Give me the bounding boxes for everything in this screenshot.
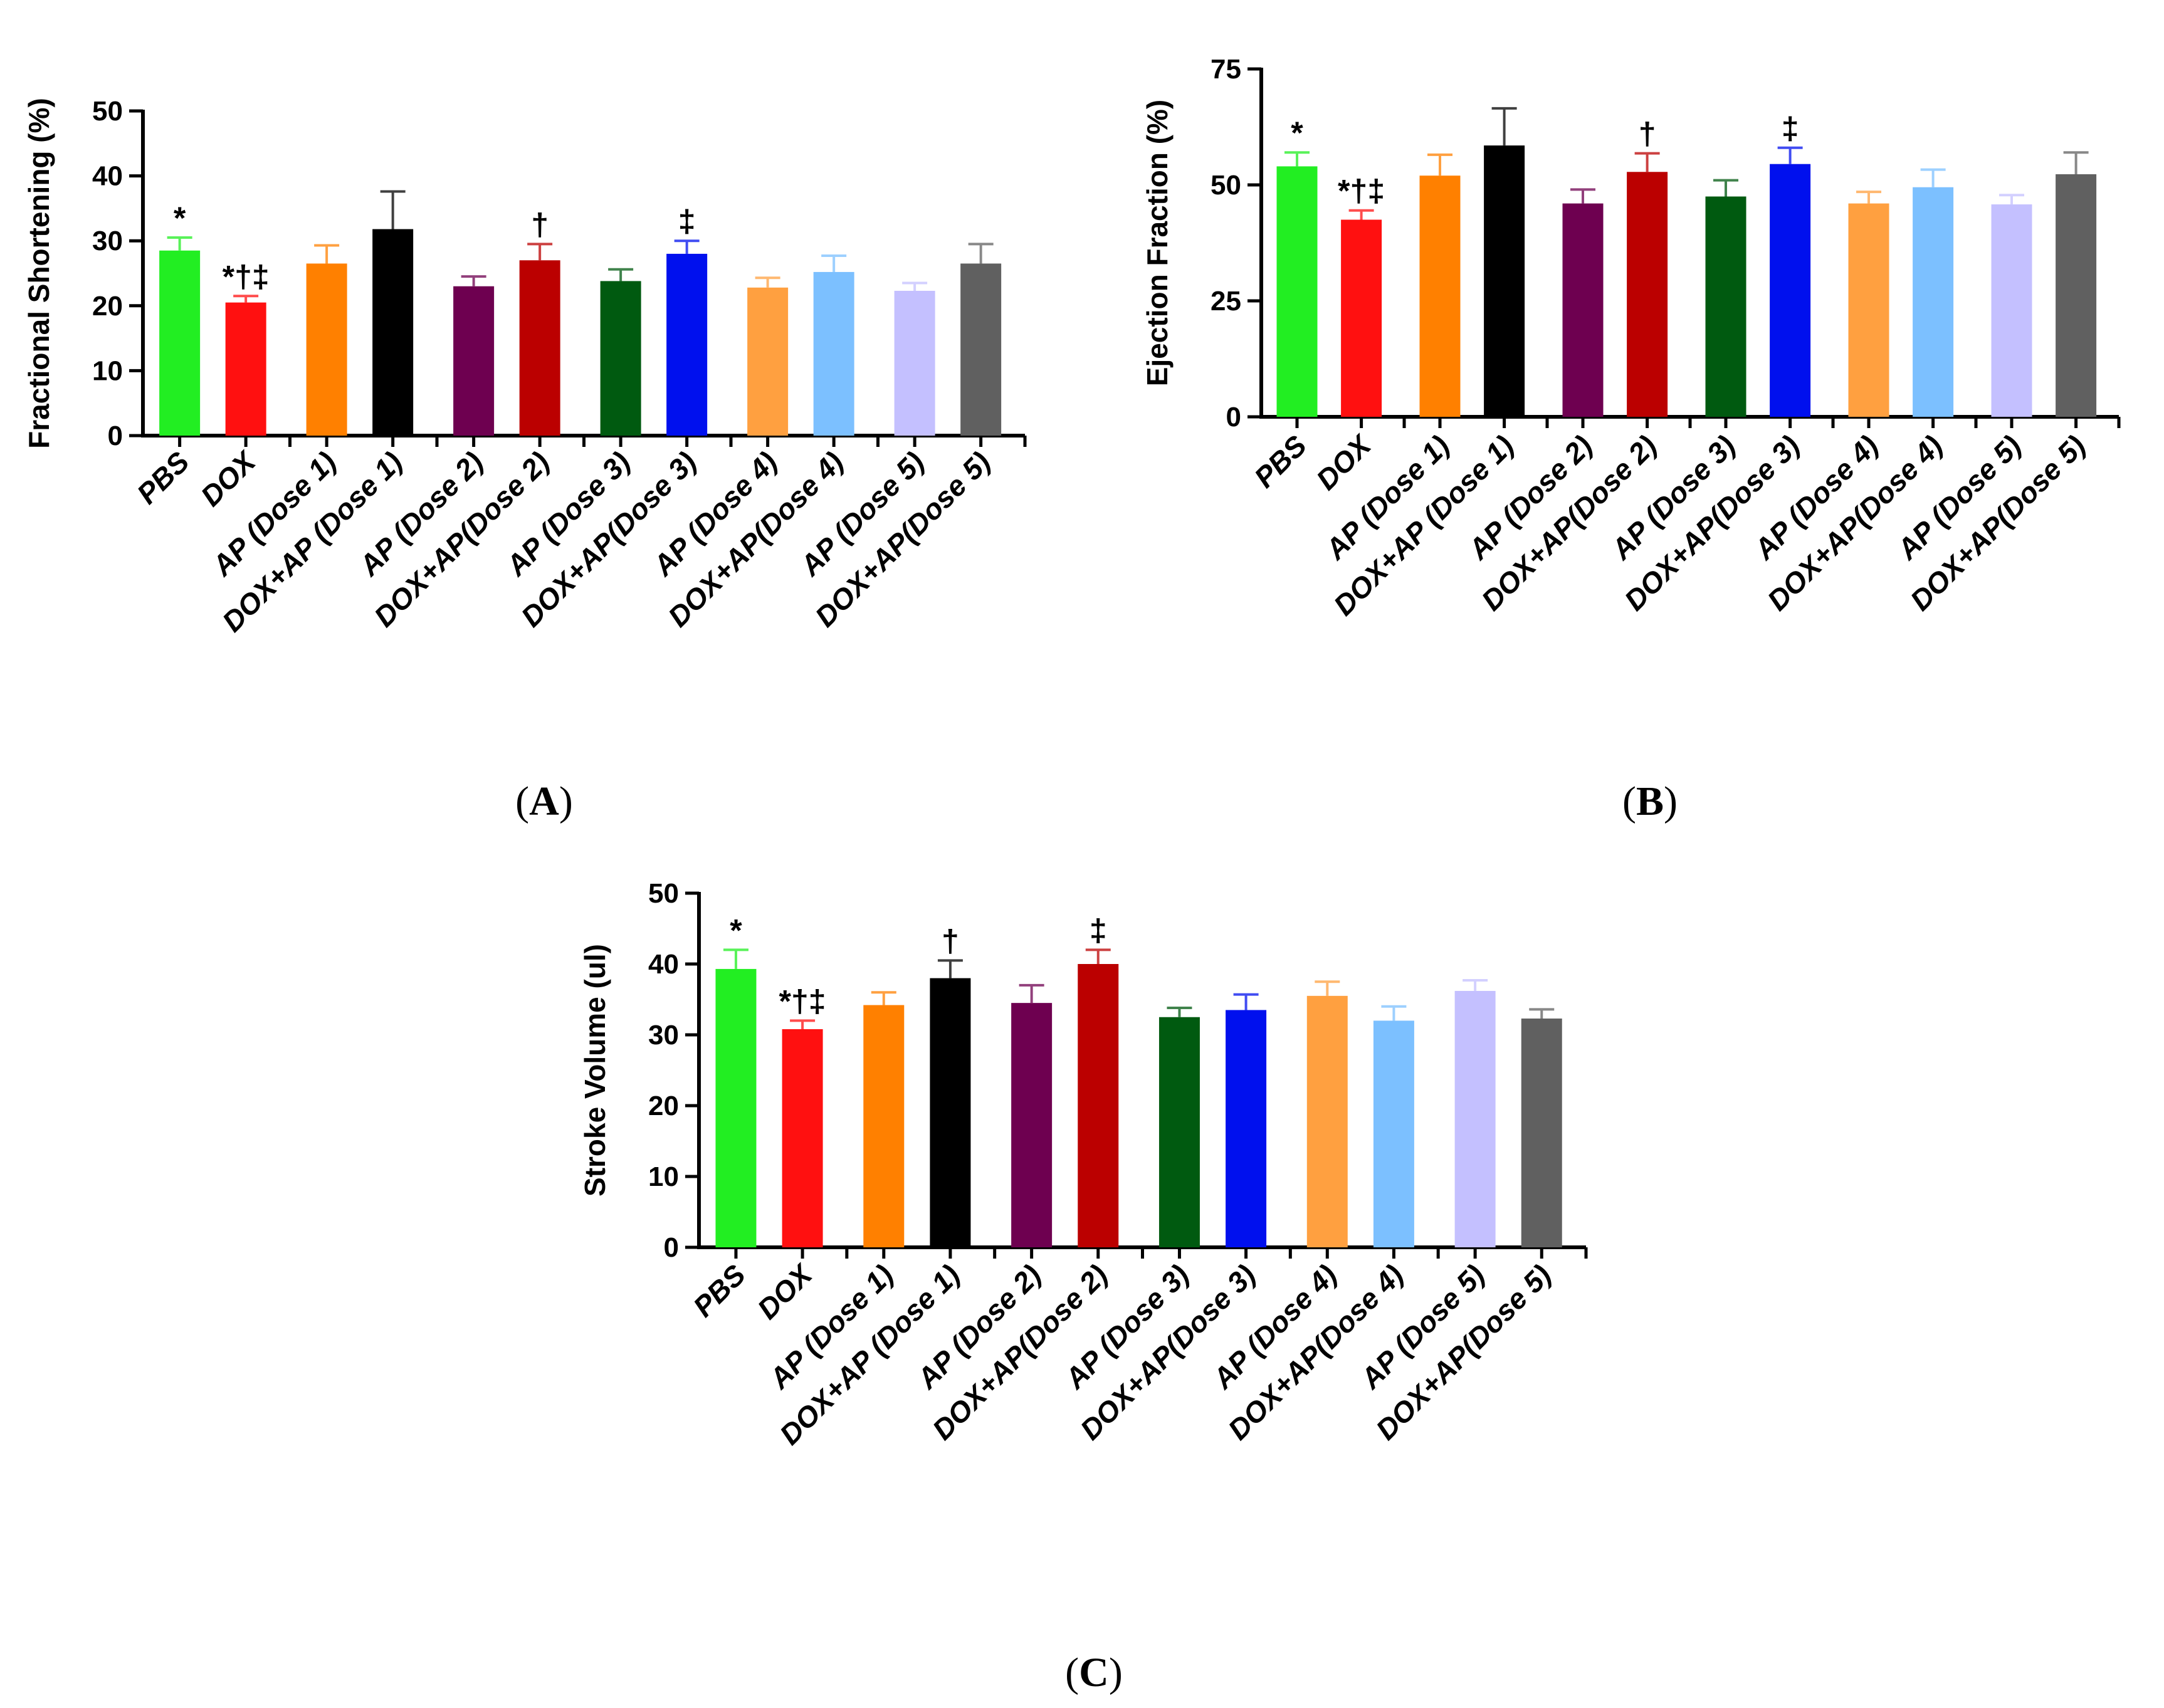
y-tick-label: 75	[1211, 54, 1241, 85]
significance-marker: ‡	[678, 204, 696, 239]
chart-panel-c: 0 10 20 30 40 50 Stroke Volume (ul) * *†‡ † ‡ PBSDO…	[579, 878, 1588, 1695]
panel-letter: A	[529, 778, 559, 824]
bar	[1848, 203, 1889, 417]
x-category-label: DOX	[751, 1257, 819, 1326]
panel-label: (C)	[1065, 1650, 1123, 1695]
bar	[1521, 1019, 1562, 1247]
y-tick-label: 50	[648, 878, 679, 909]
bar	[813, 271, 854, 436]
bar	[159, 250, 201, 436]
panel-letter: B	[1636, 778, 1664, 824]
y-tick-label: 10	[92, 355, 123, 386]
x-category-label: DOX	[194, 444, 263, 513]
bar	[1770, 164, 1811, 417]
panel-letter: C	[1079, 1650, 1109, 1695]
y-tick-label: 0	[664, 1232, 679, 1263]
bar	[715, 968, 757, 1247]
significance-marker: *†‡	[223, 259, 270, 294]
x-category-label: PBS	[1247, 429, 1313, 494]
bar	[1991, 204, 2032, 417]
bar	[225, 302, 266, 436]
y-tick-label: 0	[1226, 402, 1241, 432]
bar	[782, 1029, 823, 1247]
bar	[519, 260, 560, 436]
bar	[1276, 166, 1318, 417]
significance-marker: †	[531, 207, 549, 242]
panel-label: (B)	[1622, 778, 1678, 824]
bar	[453, 286, 495, 436]
significance-marker: *	[730, 913, 742, 948]
y-tick-label: 40	[648, 949, 679, 980]
bar	[1562, 203, 1604, 417]
bar	[1078, 964, 1119, 1247]
bar	[1705, 196, 1746, 417]
bar	[1454, 990, 1496, 1247]
significance-marker: ‡	[1782, 111, 1799, 146]
bar	[2056, 174, 2097, 417]
significance-marker: *	[1291, 115, 1303, 150]
bar	[666, 253, 708, 436]
y-tick-label: 0	[108, 421, 123, 451]
significance-marker: ‡	[1090, 913, 1107, 948]
significance-marker: *	[174, 201, 186, 236]
x-category-label: DOX	[1310, 428, 1378, 496]
bar	[960, 263, 1002, 436]
bar	[1226, 1010, 1267, 1247]
significance-marker: †	[1639, 117, 1656, 152]
bar	[306, 263, 347, 436]
bar	[1419, 176, 1461, 417]
bar	[600, 281, 641, 436]
bar	[1627, 172, 1668, 417]
y-tick-label: 20	[92, 291, 123, 322]
bar	[1373, 1020, 1414, 1247]
bar	[863, 1005, 905, 1247]
y-tick-label: 30	[92, 226, 123, 256]
bar	[1913, 187, 1954, 417]
y-tick-label: 10	[648, 1161, 679, 1192]
x-category-label: PBS	[130, 445, 196, 510]
significance-marker: *†‡	[1338, 174, 1385, 209]
bar	[1158, 1017, 1200, 1247]
significance-marker: *†‡	[779, 983, 826, 1019]
y-tick-label: 40	[92, 161, 123, 192]
significance-marker: †	[942, 923, 959, 958]
panel-label: (A)	[515, 778, 573, 824]
chart-panel-a: 0 10 20 30 40 50 Fractional Shortening (%) * *†‡…	[23, 96, 1027, 824]
y-tick-label: 25	[1211, 286, 1241, 317]
bar	[1484, 145, 1525, 417]
bar	[930, 978, 971, 1247]
bar	[372, 229, 414, 436]
bar	[1306, 995, 1348, 1247]
y-tick-label: 50	[92, 96, 123, 127]
bar	[1341, 219, 1382, 417]
y-axis-title: Ejection Fraction (%)	[1141, 100, 1174, 386]
chart-panel-b: 0 25 50 75 Ejection Fraction (%) * *†‡ † ‡ PBSDOX…	[1141, 54, 2121, 824]
y-tick-label: 20	[648, 1091, 679, 1121]
bar	[1011, 1003, 1053, 1247]
y-axis-title: Stroke Volume (ul)	[579, 944, 611, 1197]
y-tick-label: 30	[648, 1020, 679, 1050]
y-tick-label: 50	[1211, 170, 1241, 201]
y-axis-title: Fractional Shortening (%)	[23, 98, 55, 449]
x-category-label: PBS	[686, 1258, 752, 1323]
bar	[894, 290, 935, 436]
bar	[747, 287, 789, 436]
